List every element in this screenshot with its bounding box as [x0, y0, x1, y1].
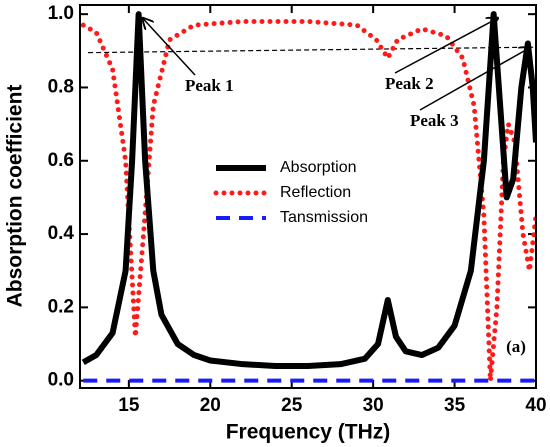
legend-label: Reflection [280, 184, 351, 201]
x-axis-title: Frequency (THz) [226, 421, 391, 444]
y-tick-label: 0.6 [48, 150, 74, 171]
annotation-arrow [143, 18, 196, 76]
panel-label: (a) [506, 337, 526, 356]
y-axis-title: Absorption coefficient [4, 85, 27, 308]
x-tick-label: 40 [525, 395, 546, 416]
y-tick-label: 0.8 [48, 76, 74, 97]
y-tick-label: 1.0 [48, 3, 74, 24]
y-tick-label: 0.4 [48, 223, 75, 244]
x-tick-label: 20 [200, 395, 221, 416]
annotation-text: Peak 2 [385, 74, 434, 93]
annotation-text: Peak 1 [185, 76, 234, 95]
x-tick-label: 25 [281, 395, 303, 416]
y-tick-label: 0.2 [48, 296, 74, 317]
reference-line [88, 46, 536, 54]
legend-label: Absorption [280, 159, 357, 176]
legend-label: Tansmission [280, 209, 368, 226]
x-tick-label: 35 [444, 395, 466, 416]
plot-frame [79, 4, 537, 389]
x-tick-label: 30 [363, 395, 384, 416]
series-line [81, 11, 536, 370]
plot-area [80, 11, 536, 384]
annotation-text: Peak 3 [410, 111, 459, 130]
annotation-arrow [394, 18, 498, 74]
series-line [80, 18, 536, 384]
annotation-arrow [419, 47, 530, 111]
x-tick-label: 15 [118, 395, 140, 416]
y-tick-label: 0.0 [48, 370, 74, 391]
